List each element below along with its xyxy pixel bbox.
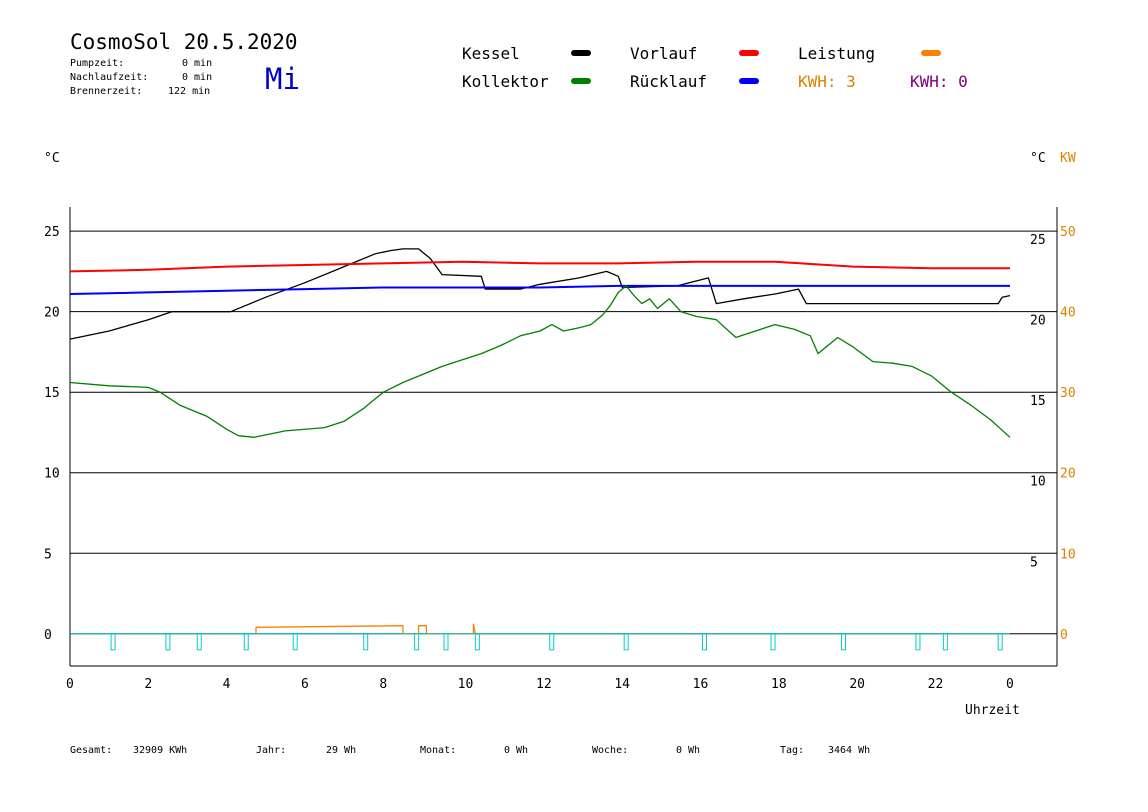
footer-tag-label: Tag: [780,745,805,756]
pump-pulse-7 [443,633,449,651]
pump-pulse-4 [292,633,298,651]
y-tick-left-10: 10 [44,467,60,482]
y-axis-title-left: °C [44,151,60,166]
footer-monat-value: 0 Wh [504,745,529,756]
x-tick-9: 18 [771,677,787,692]
pump-pulse-11 [702,633,707,651]
y-tick-right-15: 15 [1030,394,1046,409]
pump-pulse-10 [623,633,629,651]
y-tick-kw-50: 50 [1060,225,1076,240]
legend-swatch-kessel [571,50,591,56]
stat-brenner-label: Brennerzeit: [70,86,143,97]
footer-gesamt-label: Gesamt: [70,745,113,756]
pump-pulse-1 [165,633,171,651]
y-tick-right-20: 20 [1030,314,1046,329]
legend-swatch-kollektor [571,78,591,84]
x-tick-11: 22 [928,677,944,692]
pump-pulse-15 [942,633,948,651]
legend-swatch-ruecklauf [739,78,759,84]
stat-pump-label: Pumpzeit: [70,58,125,69]
pump-pulse-0 [110,633,116,651]
pump-pulse-12 [770,633,776,651]
pump-pulse-3 [243,633,249,651]
y-tick-kw-40: 40 [1060,306,1076,321]
pump-pulse-6 [414,633,420,651]
series-line-leistung [255,623,477,635]
legend-label-kessel: Kessel [462,44,520,63]
y-tick-right-5: 5 [1030,555,1038,570]
footer-woche-label: Woche: [592,745,629,756]
x-tick-4: 8 [379,677,387,692]
x-tick-8: 16 [693,677,709,692]
legend-label-leistung: Leistung [798,44,876,63]
x-axis-title: Uhrzeit [965,703,1020,718]
pump-pulse-13 [841,633,847,651]
legend-swatch-vorlauf [739,50,759,56]
series-line-rcklauf [69,284,1010,295]
x-tick-12: 0 [1006,677,1014,692]
stat-nachlauf-value: 0 min [182,72,213,83]
weekday-label: Mi [265,62,300,96]
x-tick-6: 12 [536,677,552,692]
y-tick-right-25: 25 [1030,233,1046,248]
x-tick-7: 14 [614,677,630,692]
y-tick-kw-30: 30 [1060,386,1076,401]
y-tick-kw-20: 20 [1060,467,1076,482]
x-tick-0: 0 [66,677,74,692]
footer-gesamt-value: 32909 KWh [133,745,188,756]
y-tick-left-20: 20 [44,306,60,321]
y-tick-left-5: 5 [44,547,52,562]
legend-label-kollektor: Kollektor [462,72,549,91]
kwh-value-2: KWH: 0 [910,72,968,91]
x-tick-5: 10 [458,677,474,692]
footer-monat-label: Monat: [420,745,457,756]
pump-pulse-16 [997,633,1003,651]
pump-pulse-5 [363,633,369,651]
y-tick-left-25: 25 [44,225,60,240]
footer-tag-value: 3464 Wh [828,745,871,756]
y-axis-title-kw: KW [1060,151,1076,166]
pump-pulse-9 [549,633,555,651]
kwh-value-1: KWH: 3 [798,72,856,91]
footer-jahr-value: 29 Wh [326,745,357,756]
pump-pulse-8 [474,633,480,651]
chart-title: CosmoSol 20.5.2020 [70,30,298,54]
x-tick-3: 6 [301,677,309,692]
stat-nachlauf-label: Nachlaufzeit: [70,72,149,83]
y-tick-left-0: 0 [44,628,52,643]
pump-pulse-2 [196,633,202,651]
x-tick-10: 20 [849,677,865,692]
series-line-kollektor [69,285,1011,438]
y-tick-right-10: 10 [1030,475,1046,490]
series-line-vorlauf [69,260,1010,273]
stat-brenner-value: 122 min [168,86,211,97]
y-tick-kw-10: 10 [1060,547,1076,562]
footer-jahr-label: Jahr: [256,745,287,756]
pump-pulse-14 [915,633,921,651]
x-tick-1: 2 [144,677,152,692]
legend-swatch-leistung [921,50,941,56]
legend-label-vorlauf: Vorlauf [630,44,698,63]
legend-label-ruecklauf: Rücklauf [630,72,708,91]
y-tick-kw-0: 0 [1060,628,1068,643]
x-tick-2: 4 [223,677,231,692]
y-axis-title-right: °C [1030,151,1046,166]
stat-pump-value: 0 min [182,58,213,69]
footer-woche-value: 0 Wh [676,745,701,756]
y-tick-left-15: 15 [44,386,60,401]
